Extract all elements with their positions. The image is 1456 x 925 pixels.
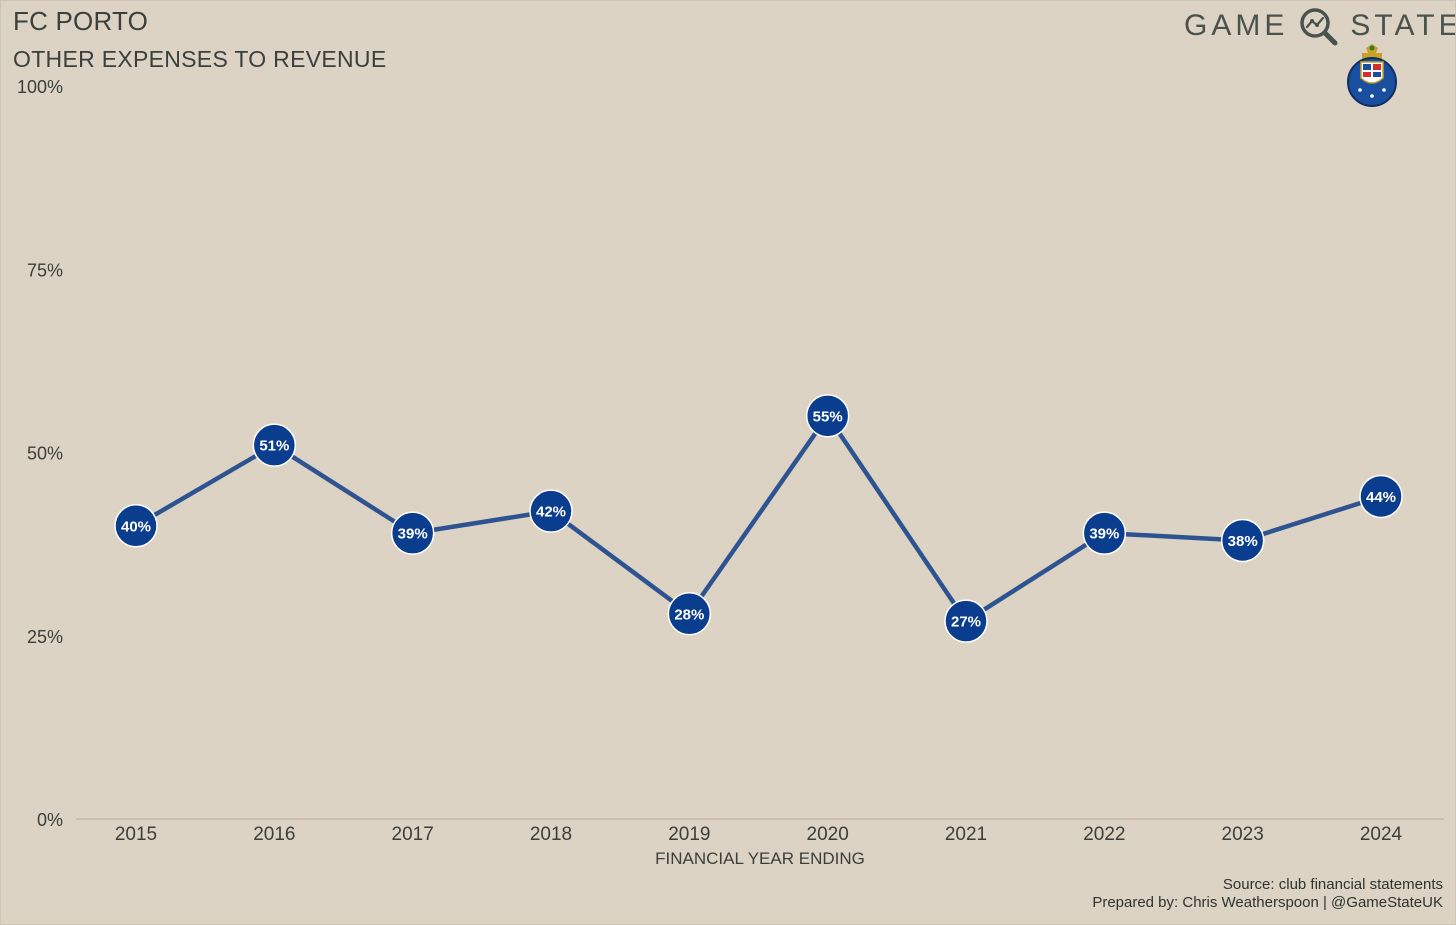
y-axis: 0% 25% 50% 75% 100% xyxy=(17,77,63,830)
x-tick-label: 2016 xyxy=(253,824,295,845)
data-point xyxy=(667,592,712,636)
x-tick-label: 2015 xyxy=(115,824,157,845)
y-tick-label: 0% xyxy=(37,810,63,830)
x-tick-label: 2021 xyxy=(945,824,987,845)
data-point xyxy=(390,511,435,555)
data-label: 51% xyxy=(259,438,289,455)
x-tick-label: 2018 xyxy=(530,824,572,845)
data-point xyxy=(529,489,573,533)
source-note: Source: club financial statements xyxy=(1222,876,1443,893)
data-point xyxy=(1220,518,1265,563)
x-tick-label: 2024 xyxy=(1360,824,1403,845)
series-line xyxy=(133,413,1384,624)
data-point xyxy=(1359,474,1403,519)
y-tick-label: 75% xyxy=(27,260,63,280)
data-label: 28% xyxy=(674,606,704,623)
fc-porto-crest-icon xyxy=(1347,44,1397,107)
x-tick-label: 2023 xyxy=(1222,824,1264,845)
brand-word-left: GAME xyxy=(1184,9,1289,42)
x-tick-label: 2022 xyxy=(1083,824,1125,845)
data-label: 39% xyxy=(398,526,428,543)
y-tick-label: 25% xyxy=(27,627,63,647)
data-point xyxy=(114,504,158,548)
series-other-expenses: 40% 51% 39% 42% 28% 55% 27% 39% 38% 44% xyxy=(114,394,1403,643)
x-tick-label: 2019 xyxy=(668,824,710,845)
x-tick-label: 2020 xyxy=(807,824,849,845)
footer: Source: club financial statements Prepar… xyxy=(1092,876,1443,912)
chart-title: FC PORTO xyxy=(13,6,148,36)
magnifier-chart-icon xyxy=(1300,8,1338,46)
y-tick-label: 100% xyxy=(17,77,63,97)
data-point xyxy=(252,423,297,467)
data-label: 39% xyxy=(1089,526,1119,543)
data-label: 42% xyxy=(536,504,566,521)
game-state-logo: GAME STATE xyxy=(1184,6,1456,46)
data-point xyxy=(944,599,988,643)
chart-subtitle: OTHER EXPENSES TO REVENUE xyxy=(13,46,387,72)
data-label: 27% xyxy=(951,614,981,631)
data-point xyxy=(805,394,850,438)
prepared-by-note: Prepared by: Chris Weatherspoon | @GameS… xyxy=(1092,894,1443,911)
data-point xyxy=(1082,511,1127,555)
x-axis-label: FINANCIAL YEAR ENDING xyxy=(655,849,865,868)
data-label: 55% xyxy=(813,408,843,425)
brand-word-right: STATE xyxy=(1350,9,1456,42)
data-label: 44% xyxy=(1366,489,1396,506)
x-tick-label: 2017 xyxy=(392,824,434,845)
data-label: 38% xyxy=(1228,533,1258,550)
data-label: 40% xyxy=(121,518,151,535)
x-axis: 2015 2016 2017 2018 2019 2020 2021 2022 2023 2024 xyxy=(115,824,1403,845)
y-tick-label: 50% xyxy=(27,444,63,464)
